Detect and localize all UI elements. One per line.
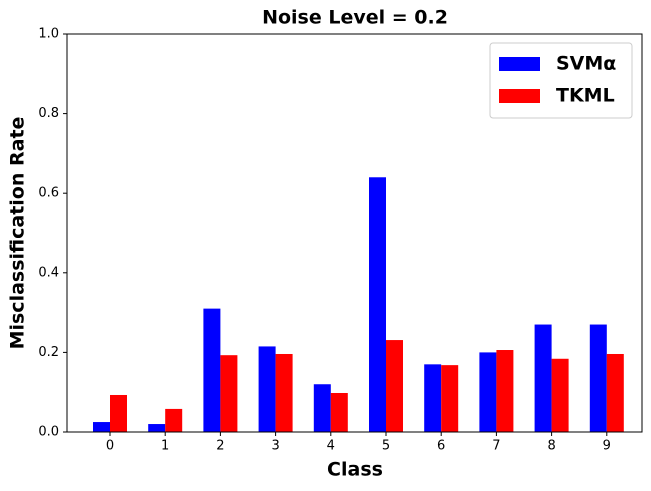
bar [258,346,276,432]
y-tick-label: 0.4 [38,265,59,280]
x-tick-label: 9 [603,439,611,454]
plot-frame [66,33,643,433]
bar [551,358,569,432]
bar [386,340,403,432]
bar [589,324,607,432]
x-axis-label: Class [327,459,383,481]
bar [220,355,238,432]
x-tick-label: 0 [106,439,114,454]
bar [479,352,497,432]
bar [203,308,221,432]
bar [93,422,110,432]
y-tick-label: 0.8 [38,106,59,121]
legend-swatch [499,89,540,103]
bar [148,424,166,432]
bar [110,394,127,432]
x-tick-label: 4 [327,439,335,454]
x-tick-label: 5 [382,439,390,454]
bar [330,392,348,432]
bar [534,324,552,432]
bar [369,177,386,432]
legend-label: SVMα [556,53,616,75]
bar [441,365,459,432]
y-tick-label: 0.6 [38,186,59,201]
bar [313,384,331,432]
bar [496,350,514,432]
bar [165,408,183,432]
chart-title: Noise Level = 0.2 [262,7,448,29]
x-tick-label: 1 [161,439,169,454]
bar [606,353,624,432]
x-tick-label: 8 [547,439,555,454]
y-tick-label: 1.0 [38,27,59,42]
x-tick-label: 6 [437,439,445,454]
x-tick-label: 2 [216,439,224,454]
y-tick-label: 0.0 [38,425,59,440]
bar [275,353,293,432]
x-tick-label: 7 [492,439,500,454]
y-axis-label: Misclassification Rate [7,117,29,350]
legend-swatch [499,57,540,71]
x-tick-label: 3 [271,439,279,454]
bar [424,364,442,432]
y-tick-label: 0.2 [38,345,59,360]
legend-label: TKML [556,85,615,107]
